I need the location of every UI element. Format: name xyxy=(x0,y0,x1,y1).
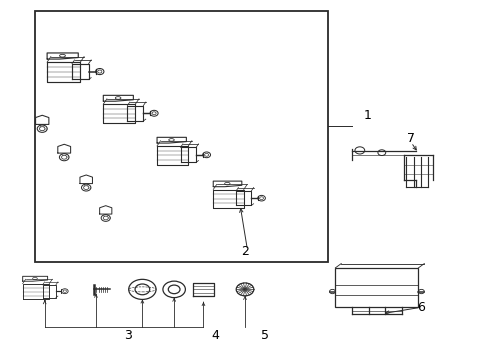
Text: 1: 1 xyxy=(363,109,371,122)
Bar xyxy=(335,268,418,307)
Text: 4: 4 xyxy=(212,329,220,342)
Text: 6: 6 xyxy=(417,301,425,314)
Text: 7: 7 xyxy=(407,132,415,145)
Text: 2: 2 xyxy=(241,245,249,258)
Text: 5: 5 xyxy=(261,329,269,342)
Bar xyxy=(35,12,328,262)
Text: 3: 3 xyxy=(124,329,132,342)
